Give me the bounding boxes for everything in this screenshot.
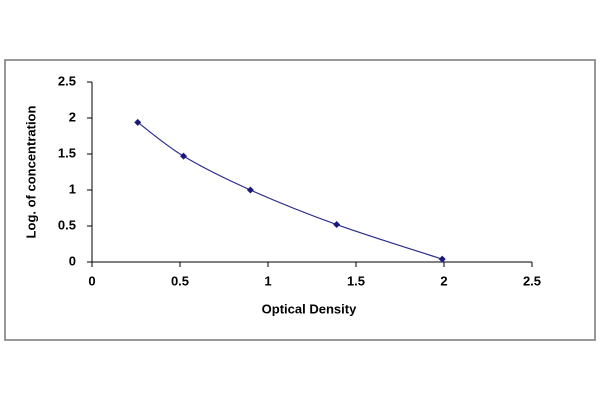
- y-axis-label: Log. of concentration: [23, 106, 38, 239]
- data-point: [246, 186, 254, 194]
- x-tick-label: 1: [264, 273, 271, 288]
- y-tick-label: 2: [69, 109, 76, 124]
- x-tick-label: 0: [88, 273, 95, 288]
- x-tick-label: 0.5: [171, 273, 189, 288]
- fit-curve: [137, 121, 443, 260]
- y-tick-label: 0.5: [58, 217, 76, 232]
- x-tick-label: 2.5: [523, 273, 541, 288]
- data-point: [134, 118, 142, 126]
- x-tick-label: 1.5: [347, 273, 365, 288]
- y-tick-label: 1: [69, 181, 76, 196]
- data-point: [180, 152, 188, 160]
- y-tick-label: 2.5: [58, 73, 76, 88]
- chart-frame: [4, 59, 596, 341]
- x-tick-label: 2: [440, 273, 447, 288]
- x-axis-label: Optical Density: [262, 301, 357, 316]
- y-tick-label: 0: [69, 253, 76, 268]
- data-point: [333, 221, 341, 229]
- data-point: [438, 255, 446, 263]
- y-tick-label: 1.5: [58, 145, 76, 160]
